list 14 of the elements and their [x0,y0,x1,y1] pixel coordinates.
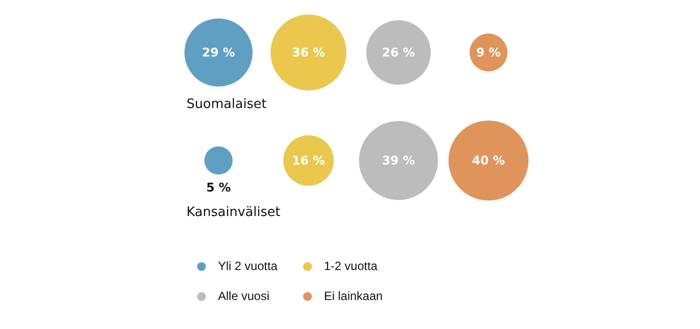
data-label: 9 % [476,46,501,60]
category-label: Suomalaiset [186,97,267,112]
data-label: 16 % [292,154,325,168]
legend-label: 1-2 vuotta [324,259,378,273]
legend-label: Alle vuosi [218,289,270,303]
legend-label: Ei lainkaan [324,289,384,303]
data-label: 40 % [472,154,505,168]
data-label: 5 % [206,180,231,195]
data-label: 36 % [292,46,325,60]
data-label: 29 % [202,46,235,60]
data-label: 39 % [382,154,415,168]
legend-label: Yli 2 vuotta [218,259,278,273]
data-label: 26 % [382,46,415,60]
category-label: Kansainväliset [186,205,280,220]
